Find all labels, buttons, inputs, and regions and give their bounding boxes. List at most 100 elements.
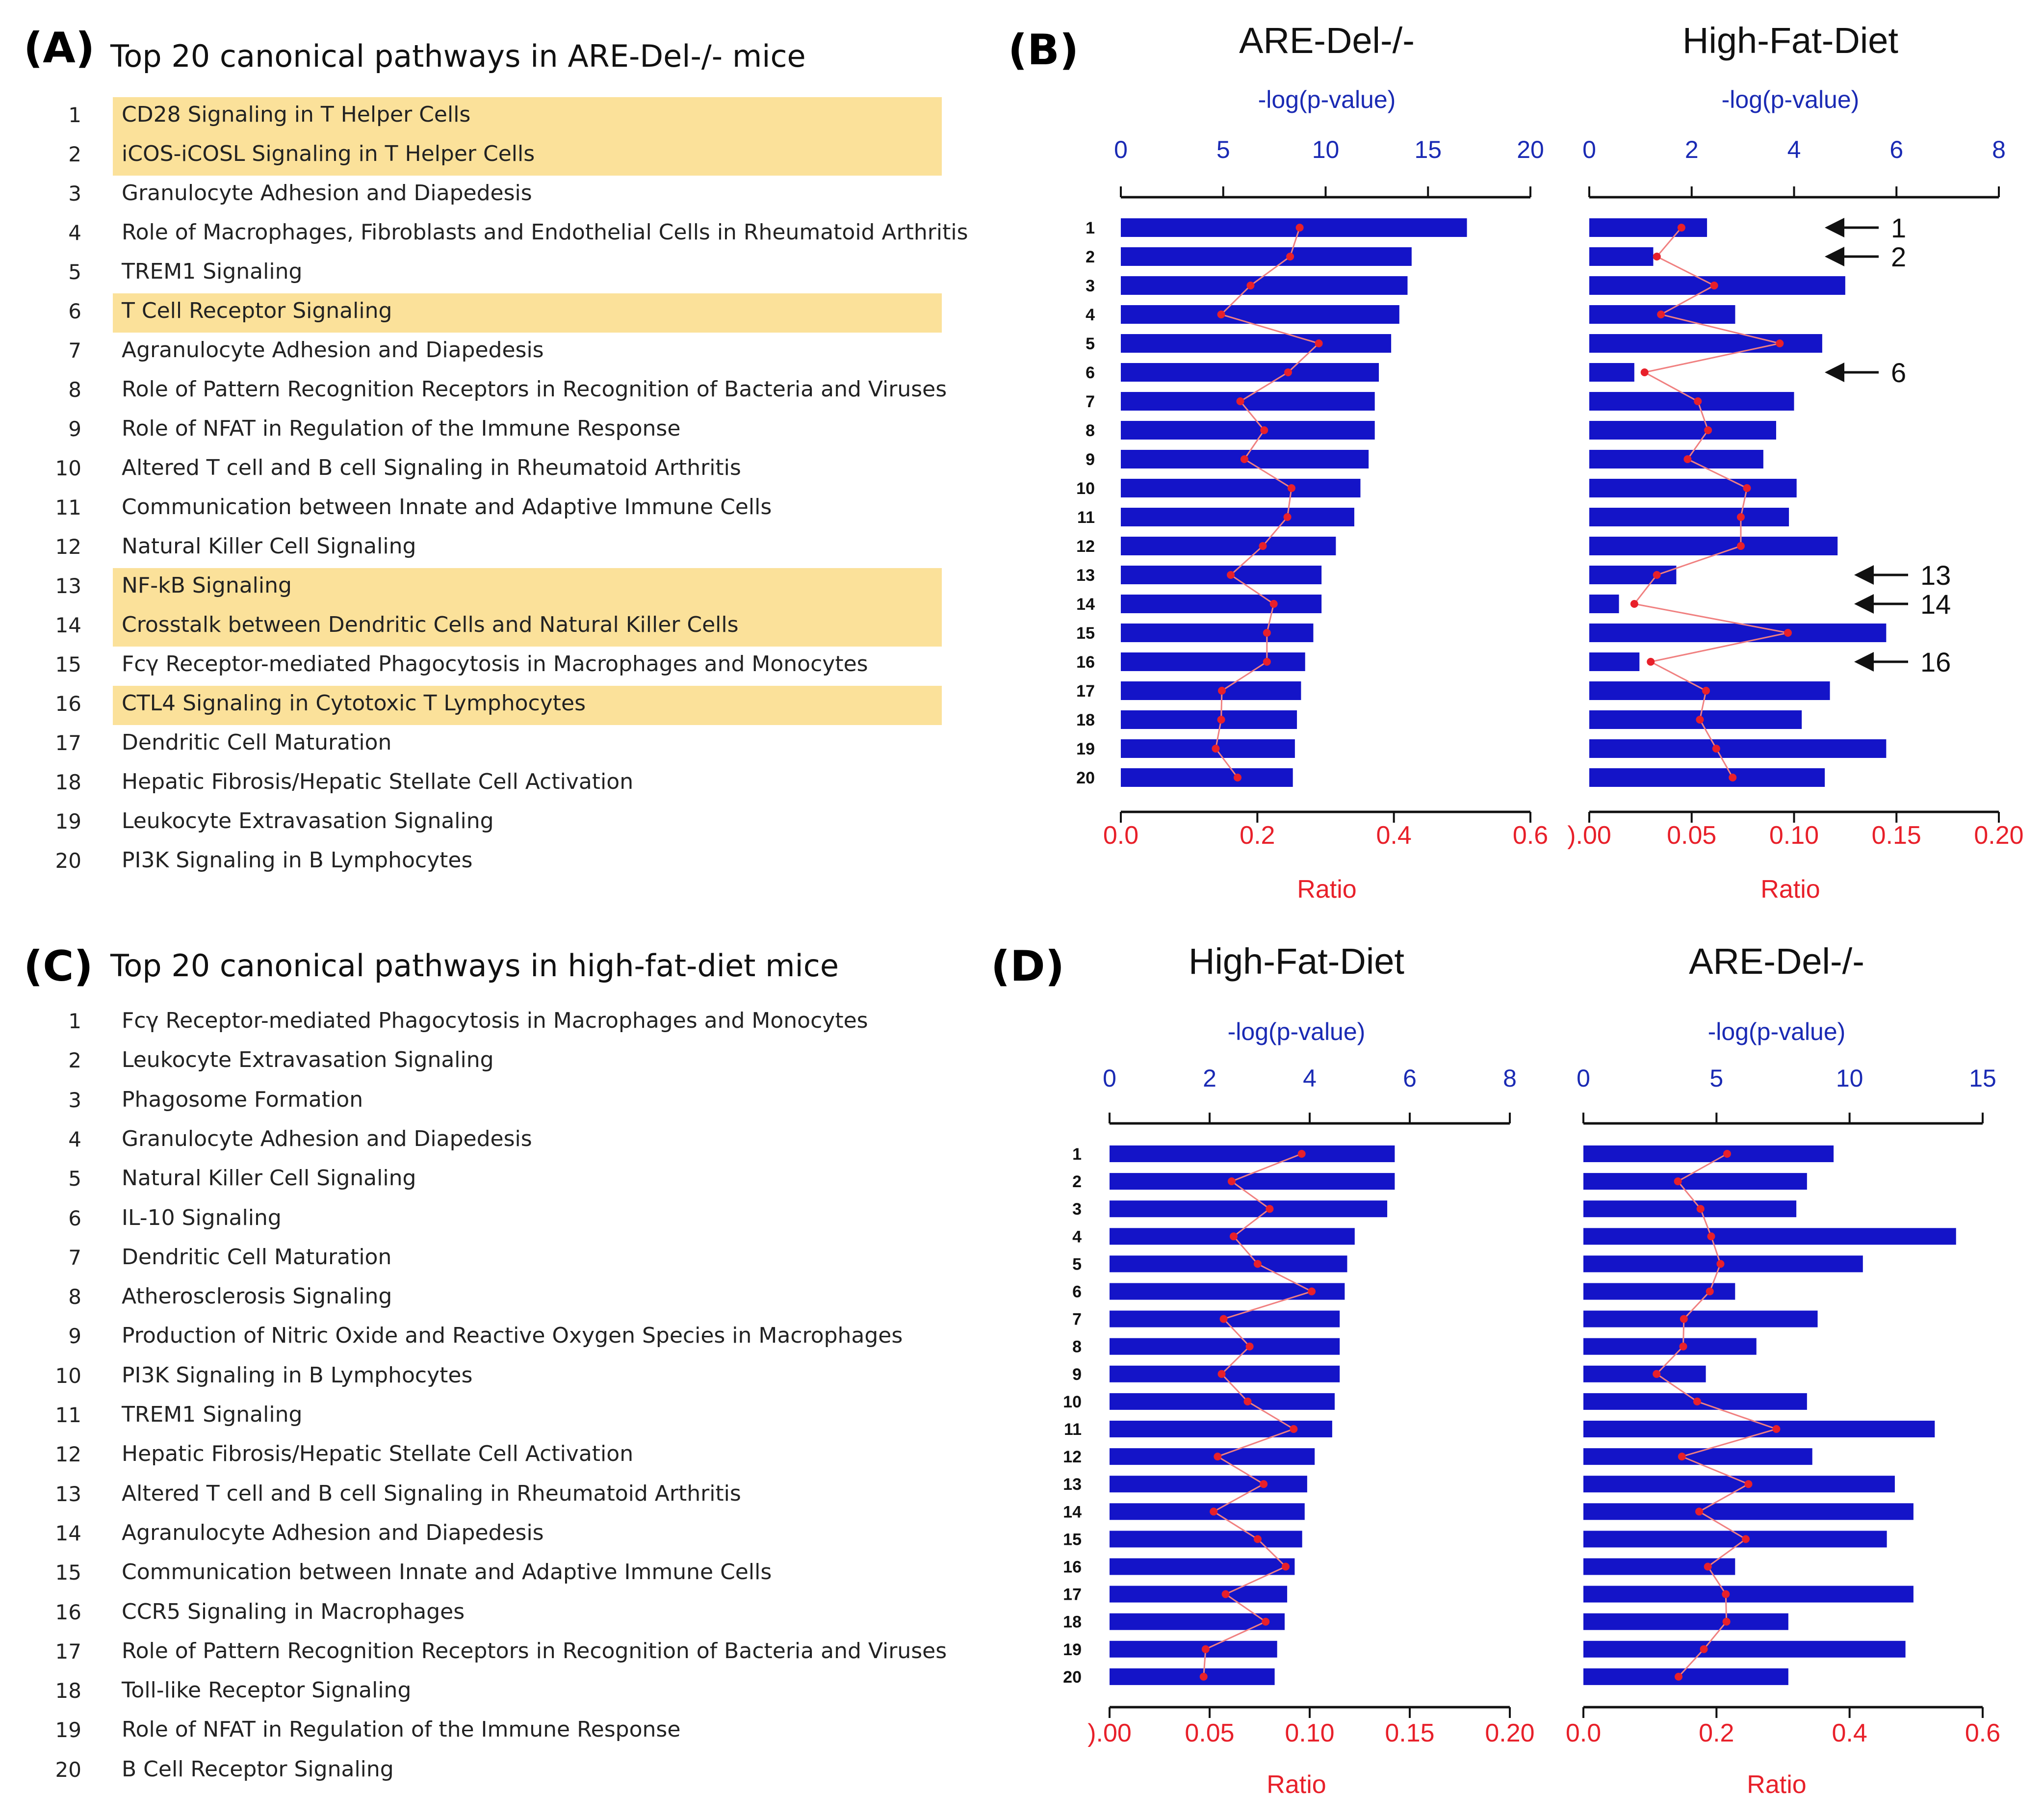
ratio-point — [1260, 426, 1268, 434]
ratio-point — [1704, 1562, 1712, 1571]
bottom-tick-label: 0.0 — [1103, 821, 1138, 850]
pathway-name: CCR5 Signaling in Macrophages — [122, 1599, 465, 1624]
top-axis-label: -log(p-value) — [1258, 86, 1396, 113]
ratio-point — [1678, 1453, 1686, 1461]
row-label: 4 — [1072, 1227, 1082, 1246]
ratio-line — [1203, 1153, 1314, 1677]
pathway-rank: 2 — [68, 1048, 81, 1073]
bar — [1121, 508, 1354, 526]
annotation-label: 6 — [1891, 357, 1906, 388]
pathway-rank: 3 — [68, 1088, 81, 1112]
bar — [1110, 1476, 1307, 1493]
top-axis-label: -log(p-value) — [1228, 1018, 1366, 1045]
pathway-name: Role of Pattern Recognition Receptors in… — [122, 377, 947, 402]
ratio-point — [1694, 397, 1702, 405]
ratio-point — [1297, 1150, 1306, 1158]
ratio-point — [1259, 542, 1267, 550]
bottom-tick-label: 0.10 — [1285, 1719, 1334, 1747]
annotation-label: 16 — [1920, 647, 1951, 677]
pathway-name: CTL4 Signaling in Cytotoxic T Lymphocyte… — [122, 691, 586, 716]
bar — [1110, 1145, 1395, 1162]
bar — [1110, 1613, 1285, 1630]
bar — [1589, 247, 1654, 266]
bar — [1121, 276, 1408, 295]
ratio-point — [1233, 774, 1241, 781]
row-label: 1 — [1086, 219, 1095, 237]
bar — [1121, 247, 1412, 266]
ratio-point — [1290, 1425, 1298, 1433]
ratio-point — [1229, 1232, 1238, 1241]
row-label: 19 — [1076, 740, 1095, 758]
row-label: 20 — [1063, 1668, 1082, 1687]
pathway-name: Agranulocyte Adhesion and Diapedesis — [122, 1520, 544, 1545]
ratio-point — [1253, 1260, 1262, 1268]
pathway-highlight — [113, 607, 942, 647]
bottom-tick-label: ).00 — [1567, 821, 1611, 850]
bar — [1110, 1448, 1315, 1465]
row-label: 20 — [1076, 769, 1095, 787]
row-label: 3 — [1086, 277, 1095, 295]
ratio-point — [1712, 745, 1720, 753]
bar — [1121, 479, 1361, 497]
pathway-name: Dendritic Cell Maturation — [122, 730, 392, 755]
annotation-label: 1 — [1891, 212, 1906, 243]
ratio-point — [1269, 600, 1278, 608]
bar — [1583, 1200, 1797, 1218]
ratio-point — [1716, 1260, 1725, 1268]
ratio-point — [1677, 224, 1685, 232]
ratio-line — [1215, 227, 1320, 778]
bar — [1589, 334, 1822, 353]
pathway-name: IL-10 Signaling — [122, 1205, 282, 1230]
bar — [1589, 537, 1838, 555]
annotation-label: 2 — [1891, 241, 1906, 272]
bar — [1121, 710, 1297, 729]
bar — [1110, 1558, 1295, 1575]
pathway-highlight — [113, 568, 942, 607]
pathway-name: Crosstalk between Dendritic Cells and Na… — [122, 612, 739, 637]
ratio-point — [1287, 484, 1295, 492]
row-label: 19 — [1063, 1640, 1082, 1659]
row-label: 9 — [1086, 450, 1095, 469]
pathway-name: Altered T cell and B cell Signaling in R… — [122, 455, 741, 480]
top-tick-label: 5 — [1709, 1065, 1723, 1092]
bar — [1589, 595, 1619, 613]
ratio-point — [1227, 1177, 1236, 1186]
ratio-point — [1263, 629, 1271, 637]
pathway-name: Agranulocyte Adhesion and Diapedesis — [122, 338, 544, 363]
ratio-point — [1675, 1672, 1683, 1681]
ratio-point — [1217, 311, 1225, 318]
bottom-tick-label: 0.4 — [1376, 821, 1412, 850]
row-label: 17 — [1063, 1586, 1082, 1604]
bar — [1121, 334, 1392, 353]
pathway-name: Role of NFAT in Regulation of the Immune… — [122, 1717, 681, 1742]
ratio-point — [1679, 1342, 1687, 1351]
row-label: 15 — [1063, 1530, 1082, 1549]
ratio-point — [1744, 1480, 1753, 1488]
ratio-point — [1680, 1315, 1688, 1323]
top-tick-label: 8 — [1992, 136, 2006, 163]
pathway-name: Hepatic Fibrosis/Hepatic Stellate Cell A… — [122, 1441, 634, 1467]
row-label: 18 — [1063, 1613, 1082, 1632]
row-label: 14 — [1076, 595, 1095, 614]
panel-d-letter: (D) — [991, 942, 1064, 991]
pathway-rank: 16 — [55, 1600, 81, 1624]
ratio-point — [1653, 1370, 1661, 1378]
bar — [1121, 739, 1295, 758]
bar — [1121, 595, 1322, 613]
bottom-axis-label: Ratio — [1747, 1770, 1806, 1799]
ratio-point — [1630, 600, 1638, 608]
pathway-rank: 14 — [55, 1521, 81, 1545]
bottom-tick-label: 0.2 — [1699, 1719, 1734, 1747]
bar — [1121, 624, 1314, 642]
ratio-point — [1217, 716, 1225, 724]
bar — [1589, 768, 1825, 787]
ratio-point — [1722, 1590, 1730, 1598]
bottom-tick-label: 0.6 — [1513, 821, 1548, 850]
pathway-rank: 8 — [68, 378, 81, 402]
ratio-line — [1633, 227, 1788, 778]
bottom-tick-label: 0.2 — [1240, 821, 1275, 850]
row-label: 7 — [1086, 392, 1095, 411]
panel-c-letter: (C) — [24, 942, 93, 991]
ratio-point — [1308, 1287, 1316, 1296]
